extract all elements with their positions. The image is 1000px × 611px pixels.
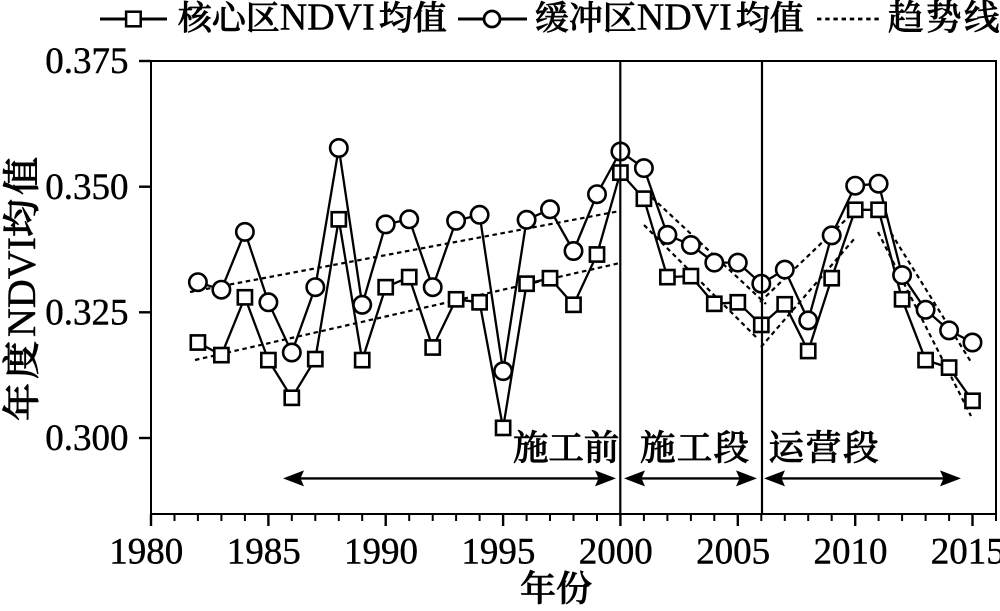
svg-text:NDVI: NDVI xyxy=(0,237,44,337)
svg-text:NDVI: NDVI xyxy=(637,0,732,39)
svg-text:1985: 1985 xyxy=(227,532,301,573)
svg-text:2000: 2000 xyxy=(579,532,653,573)
svg-text:2005: 2005 xyxy=(696,532,770,573)
svg-text:0.300: 0.300 xyxy=(45,418,128,459)
svg-text:1980: 1980 xyxy=(109,532,183,573)
svg-text:1990: 1990 xyxy=(344,532,418,573)
svg-text:2010: 2010 xyxy=(814,532,888,573)
svg-text:0.325: 0.325 xyxy=(45,293,128,334)
svg-text:0.350: 0.350 xyxy=(45,167,128,208)
svg-text:NDVI: NDVI xyxy=(280,0,375,39)
svg-text:2015: 2015 xyxy=(931,532,1000,573)
svg-text:1995: 1995 xyxy=(461,532,535,573)
svg-text:0.375: 0.375 xyxy=(45,41,128,82)
